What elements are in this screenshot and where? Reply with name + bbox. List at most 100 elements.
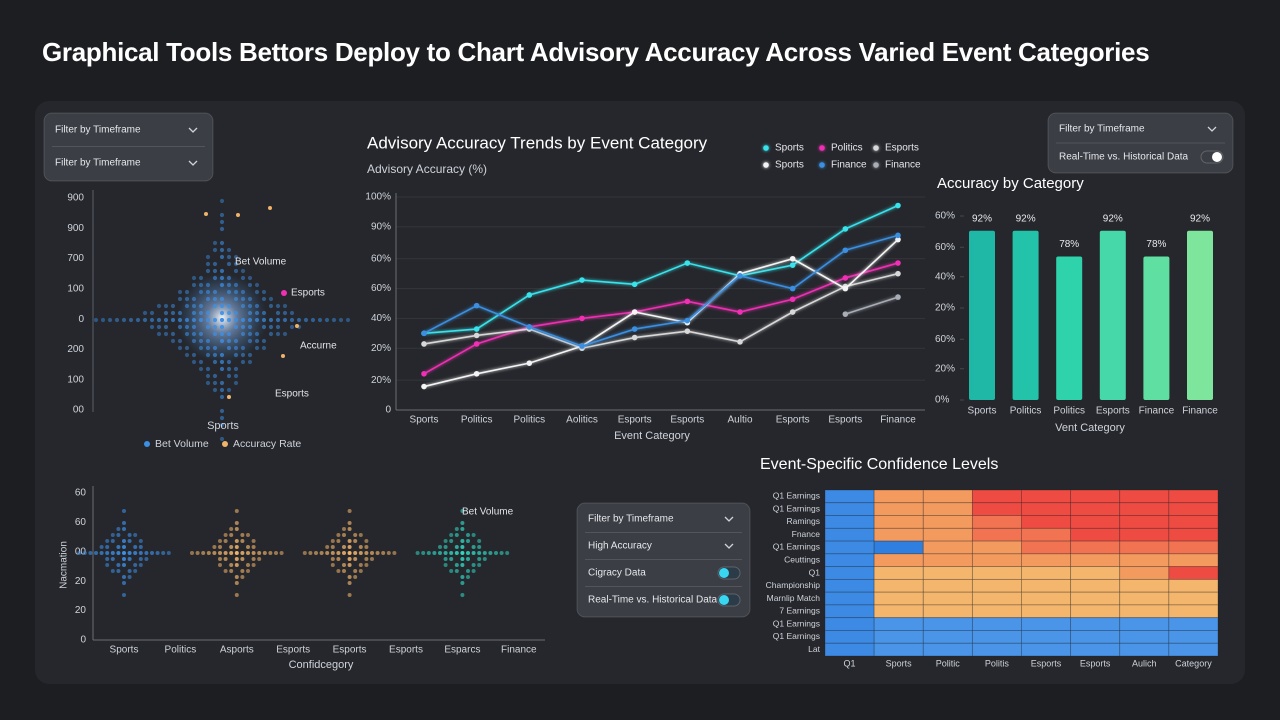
cloud-dot	[275, 317, 281, 323]
heatmap-cell	[922, 642, 973, 657]
cloud-dot	[177, 324, 183, 330]
x-tick-label: Finance	[1139, 406, 1175, 417]
strip-dot	[246, 563, 250, 567]
strip-dot	[471, 569, 476, 573]
cloud-dot	[177, 296, 183, 302]
cloud-dot	[275, 331, 281, 337]
strip-dot	[330, 551, 335, 555]
dropdown-chevron[interactable]	[188, 127, 198, 133]
row-label: Ceuttings	[784, 554, 820, 564]
dropdown-chevron[interactable]	[188, 160, 198, 166]
series-point	[579, 277, 585, 283]
series-point	[526, 324, 533, 330]
strip-dot	[234, 509, 239, 513]
strip-dot	[347, 563, 352, 567]
cloud-dot	[240, 275, 246, 281]
cloud-dot	[219, 219, 225, 225]
annotation: Bet Volume	[235, 257, 287, 268]
cloud-dot	[191, 352, 197, 358]
filter-label: Cigracy Data	[588, 568, 646, 579]
heatmap-cell	[922, 489, 973, 504]
strip-dot	[325, 551, 330, 555]
series-point	[473, 302, 480, 309]
heatmap-cell	[922, 617, 973, 631]
row-label: Q1 Earnings	[773, 491, 820, 501]
heatmap-cell	[824, 617, 875, 631]
heatmap-cell	[1021, 578, 1072, 593]
x-tick-label: Politics	[165, 645, 197, 656]
heatmap-cell	[1021, 553, 1072, 568]
strip-dot	[127, 551, 132, 555]
cloud-dot	[233, 324, 239, 330]
series-point	[579, 343, 585, 349]
heatmap-cell	[1070, 553, 1121, 568]
cloud-dot	[282, 331, 288, 337]
series-point	[631, 326, 638, 332]
cloud-dot	[142, 317, 148, 323]
column-label: Aulich	[1132, 658, 1157, 668]
strip-dot	[381, 551, 386, 555]
x-axis-label: Sports	[207, 420, 239, 432]
strip-dot	[234, 527, 239, 531]
toggle-knob[interactable]	[719, 568, 729, 578]
y-tick-label: 100	[67, 284, 84, 295]
cloud-dot	[219, 359, 225, 365]
filter-label: Filter by Timeframe	[588, 514, 674, 525]
toggle-knob[interactable]	[719, 595, 729, 605]
y-tick-label: 20%	[371, 375, 391, 386]
series-point	[631, 334, 638, 341]
heatmap-cell	[1021, 591, 1072, 606]
cloud-dot	[93, 317, 99, 323]
column-label: Politis	[985, 658, 1010, 668]
x-tick-label: Esparcs	[444, 645, 480, 656]
heatmap-cell	[1119, 515, 1170, 529]
cloud-dot	[247, 310, 253, 316]
cloud-dot	[142, 310, 148, 316]
strip-dot	[443, 557, 448, 561]
annotation-marker	[281, 290, 287, 296]
strip-dot	[347, 557, 352, 561]
strip-dot	[454, 533, 459, 537]
strip-dot	[460, 593, 465, 597]
dropdown-chevron[interactable]	[1207, 126, 1217, 132]
cloud-dot	[205, 345, 211, 351]
cloud-dot	[156, 303, 162, 309]
strip-dot	[358, 563, 363, 567]
strip-dot	[240, 569, 245, 573]
dropdown-chevron[interactable]	[724, 516, 734, 522]
y-tick-label: 60%	[935, 334, 955, 345]
heatmap-cell	[873, 502, 924, 516]
cloud-dot	[247, 275, 253, 281]
toggle-knob[interactable]	[1212, 152, 1222, 162]
cloud-dot	[240, 317, 246, 323]
cloud-dot	[247, 338, 253, 344]
strip-dot	[358, 533, 363, 537]
strip-dot	[319, 551, 324, 555]
cloud-dot	[233, 254, 239, 260]
strip-dot	[460, 551, 465, 555]
dropdown-chevron[interactable]	[724, 543, 734, 549]
strip-dot	[477, 539, 482, 543]
strip-dot	[347, 551, 352, 555]
series-point	[842, 285, 849, 292]
cloud-dot	[226, 254, 232, 260]
heatmap-cell	[873, 489, 924, 504]
heatmap-cell	[922, 515, 973, 529]
strip-dot	[432, 551, 437, 555]
strip-dot	[206, 551, 211, 555]
cloud-dot	[107, 317, 113, 323]
strip-dot	[122, 551, 126, 555]
cloud-dot	[184, 317, 190, 323]
cloud-dot	[268, 317, 274, 323]
cloud-dot	[198, 338, 204, 344]
cloud-dot	[226, 289, 232, 295]
filter-label: Filter by Timeframe	[55, 158, 141, 169]
cloud-dot	[233, 289, 239, 295]
strip-dot	[218, 539, 222, 543]
cloud-dot	[226, 275, 232, 281]
cloud-dot	[233, 282, 239, 288]
heatmap-cell	[971, 617, 1022, 631]
row-label: Marnlip Match	[767, 593, 821, 603]
heatmap-cell	[824, 604, 875, 619]
cloud-dot	[177, 338, 183, 344]
